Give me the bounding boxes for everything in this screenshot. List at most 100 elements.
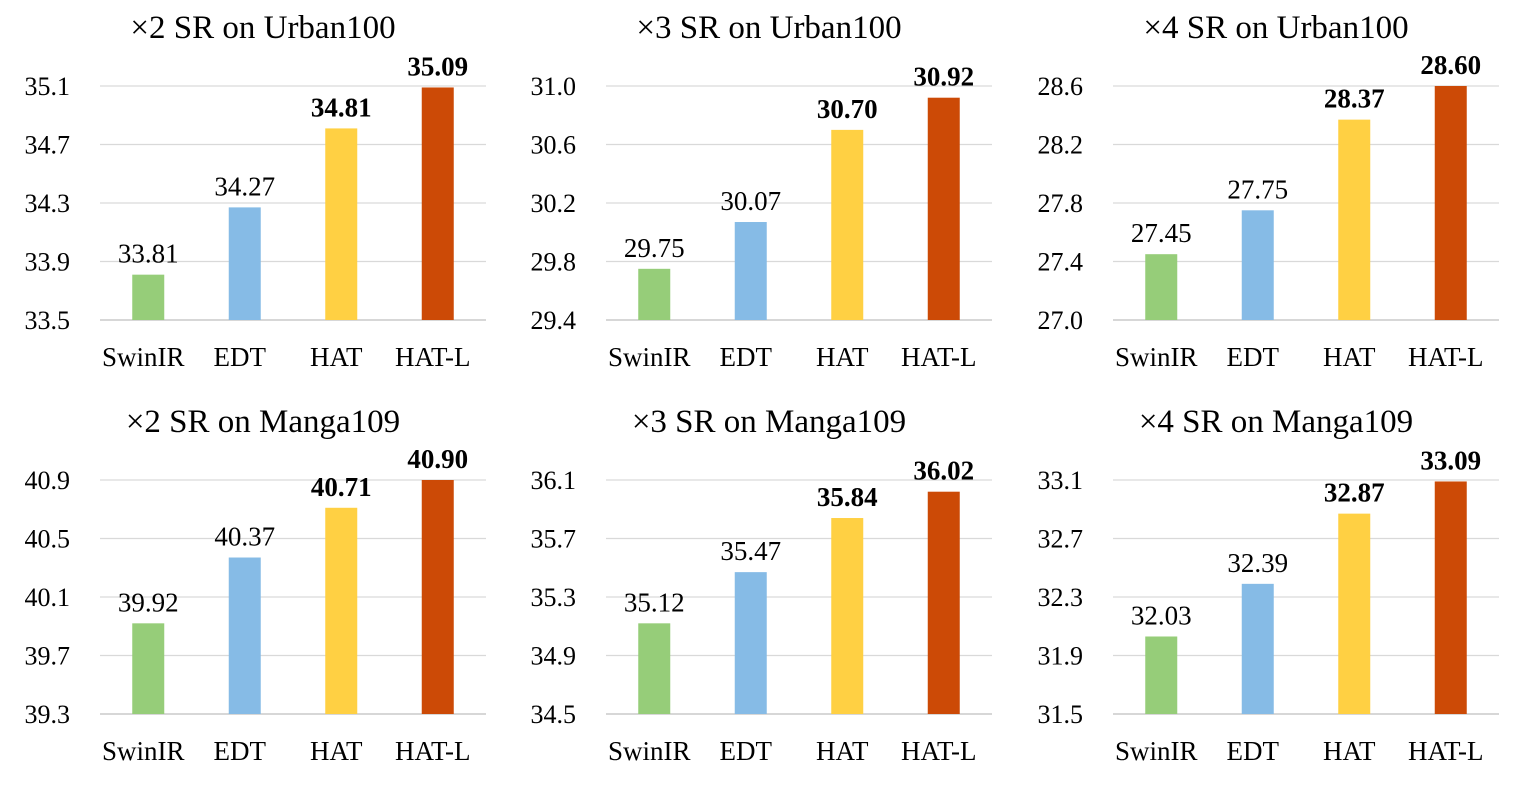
bar-edt [734,222,767,320]
value-label: 40.37 [214,522,275,552]
bar-swinir [638,623,671,714]
value-label: 28.37 [1324,84,1385,114]
y-tick-label: 27.0 [1038,306,1084,335]
value-label: 34.27 [214,171,275,201]
y-tick-label: 35.3 [531,583,577,612]
y-tick-label: 32.7 [1038,525,1084,554]
y-tick-label: 39.7 [25,642,71,671]
y-tick-label: 33.5 [25,306,71,335]
value-label: 39.92 [118,587,179,617]
bar-swinir [638,268,671,320]
y-tick-label: 36.1 [531,466,577,495]
value-label: 30.07 [720,186,781,216]
category-label: HAT [310,342,363,372]
category-label: HAT [310,736,363,766]
bar-swinir [1145,254,1178,320]
chart-title: ×3 SR on Urban100 [636,10,901,46]
value-label: 35.47 [720,536,781,566]
y-tick-label: 33.1 [1038,466,1084,495]
value-label: 28.60 [1420,50,1481,80]
category-label: EDT [214,736,267,766]
value-label: 32.39 [1227,548,1288,578]
y-tick-label: 40.5 [25,525,71,554]
value-label: 30.70 [817,94,878,124]
y-tick-label: 27.8 [1038,189,1084,218]
chart-title: ×3 SR on Manga109 [632,404,906,440]
bar-hat-l [1434,481,1467,714]
y-tick-label: 35.1 [25,72,71,101]
value-label: 33.81 [118,239,179,269]
value-label: 30.92 [913,62,974,92]
bar-edt [228,557,261,714]
category-label: EDT [1227,736,1280,766]
bar-hat [831,129,864,320]
y-tick-label: 30.2 [531,189,577,218]
category-label: SwinIR [1115,736,1198,766]
y-tick-label: 31.9 [1038,642,1084,671]
y-tick-label: 33.9 [25,248,71,277]
y-tick-label: 34.5 [531,700,577,729]
bar-edt [228,207,261,320]
bar-hat [1338,513,1371,714]
value-label: 35.09 [407,51,468,81]
category-label: SwinIR [608,342,691,372]
bar-hat [831,518,864,714]
category-label: HAT-L [395,342,471,372]
bar-hat [325,128,358,320]
category-label: EDT [720,342,773,372]
category-label: HAT-L [395,736,471,766]
value-label: 27.45 [1131,218,1192,248]
bar-edt [734,572,767,714]
category-label: EDT [214,342,267,372]
value-label: 40.90 [407,444,468,474]
y-tick-label: 32.3 [1038,583,1084,612]
value-label: 36.02 [913,456,974,486]
bar-hat-l [927,97,960,320]
value-label: 27.75 [1227,174,1288,204]
y-tick-label: 30.6 [531,131,577,160]
y-tick-label: 39.3 [25,700,71,729]
y-tick-label: 40.1 [25,583,71,612]
category-label: HAT [816,736,869,766]
y-tick-label: 27.4 [1038,248,1084,277]
bar-hat [325,507,358,714]
category-label: EDT [720,736,773,766]
value-label: 35.84 [817,482,878,512]
category-label: HAT [1323,736,1376,766]
category-label: HAT [816,342,869,372]
category-label: SwinIR [102,342,185,372]
y-tick-label: 40.9 [25,466,71,495]
bar-edt [1241,210,1274,320]
y-tick-label: 34.7 [25,131,71,160]
chart-panel-6: ×4 SR on Manga109 31.5 31.9 32.3 32.7 33.1 32.… [1013,394,1519,783]
value-label: 33.09 [1420,445,1481,475]
bar-swinir [132,623,165,714]
y-tick-label: 28.6 [1038,72,1084,101]
bar-swinir [1145,636,1178,714]
y-tick-label: 31.5 [1038,700,1084,729]
category-label: HAT-L [901,736,977,766]
y-tick-label: 34.9 [531,642,577,671]
value-label: 32.87 [1324,478,1385,508]
y-tick-label: 28.2 [1038,131,1084,160]
y-tick-label: 29.4 [531,306,577,335]
bar-edt [1241,583,1274,714]
category-label: HAT [1323,342,1376,372]
chart-panel-5: ×3 SR on Manga109 34.5 34.9 35.3 35.7 36.1 35.… [506,394,1012,783]
chart-panel-3: ×4 SR on Urban100 27.0 27.4 27.8 28.2 28.6 27.… [1013,0,1519,389]
bar-hat [1338,119,1371,320]
value-label: 32.03 [1131,600,1192,630]
chart-panel-2: ×3 SR on Urban100 29.4 29.8 30.2 30.6 31.0 29.… [506,0,1012,389]
value-label: 35.12 [624,587,685,617]
bar-swinir [132,274,165,320]
bar-chart: ×2 SR on Urban100 33.5 33.9 34.3 34.7 35.1 33.… [25,10,486,372]
value-label: 34.81 [311,92,372,122]
chart-title: ×2 SR on Manga109 [126,404,400,440]
chart-title: ×2 SR on Urban100 [130,10,395,46]
bar-chart: ×3 SR on Manga109 34.5 34.9 35.3 35.7 36.1 35.… [531,404,992,766]
bar-hat-l [1434,86,1467,320]
category-label: HAT-L [1408,342,1484,372]
bar-hat-l [421,87,454,321]
chart-panel-1: ×2 SR on Urban100 33.5 33.9 34.3 34.7 35.1 33.… [0,0,506,389]
